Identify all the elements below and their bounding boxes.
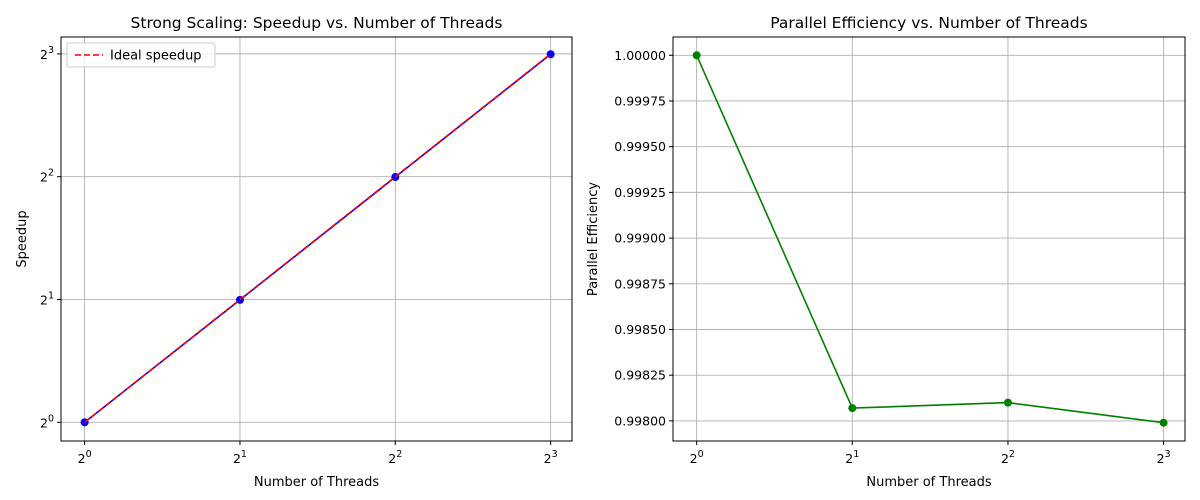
x-tick-base: 2: [690, 451, 698, 466]
series-1-line: [695, 54, 1164, 424]
series-1-point: [1159, 418, 1168, 427]
y-tick-base: 2: [40, 170, 48, 185]
x-tick-exponent: 2: [396, 449, 402, 460]
chart-title: Parallel Efficiency vs. Number of Thread…: [770, 14, 1087, 32]
x-tick-base: 2: [233, 451, 241, 466]
x-tick-base: 2: [388, 451, 396, 466]
x-tick-exponent: 3: [1165, 449, 1171, 460]
x-tick-base: 2: [845, 451, 853, 466]
x-tick-exponent: 2: [1009, 449, 1015, 460]
x-tick-exponent: 0: [86, 449, 92, 460]
x-tick-label: 22: [388, 449, 402, 466]
x-tick-label: 23: [1157, 449, 1171, 466]
x-tick-exponent: 0: [698, 449, 704, 460]
x-tick-exponent: 1: [853, 449, 859, 460]
y-tick-label: 20: [40, 413, 54, 430]
y-tick-label: 0.99850: [614, 322, 666, 337]
x-tick-label: 23: [544, 449, 558, 466]
series-1-point: [692, 51, 701, 60]
y-tick-exponent: 3: [48, 45, 54, 56]
x-tick-exponent: 1: [241, 449, 247, 460]
y-tick-base: 2: [40, 293, 48, 308]
x-tick-base: 2: [1157, 451, 1165, 466]
x-tick-base: 2: [1001, 451, 1009, 466]
legend-label: Ideal speedup: [110, 49, 202, 64]
y-tick-exponent: 0: [48, 413, 54, 424]
series-1-point: [848, 404, 857, 413]
series-1-point: [1003, 398, 1012, 407]
plot-frame: [60, 36, 573, 442]
y-tick-label: 0.99825: [614, 368, 666, 383]
y-tick-label: 0.99975: [614, 93, 666, 108]
y-tick-label: 1.00000: [614, 48, 666, 63]
y-tick-exponent: 2: [48, 168, 54, 179]
series-1-line: [84, 53, 552, 423]
x-tick-base: 2: [544, 451, 552, 466]
x-tick-label: 21: [233, 449, 247, 466]
chart-title: Strong Scaling: Speedup vs. Number of Th…: [131, 14, 503, 32]
y-tick-label: 22: [40, 168, 54, 185]
y-tick-label: 0.99925: [614, 185, 666, 200]
y-tick-label: 0.99900: [614, 231, 666, 246]
x-tick-label: 21: [845, 449, 859, 466]
series-2-line: [84, 53, 552, 423]
y-tick-label: 0.99800: [614, 413, 666, 428]
y-tick-exponent: 1: [48, 291, 54, 302]
plot-frame: [672, 36, 1186, 442]
x-tick-label: 20: [78, 449, 92, 466]
x-axis-label: Number of Threads: [866, 475, 991, 490]
chart-panel-2: 20 21 22 231.000000.999750.999500.999250.99…: [586, 14, 1186, 490]
y-tick-base: 2: [40, 415, 48, 430]
x-tick-exponent: 3: [552, 449, 558, 460]
y-axis-label: Parallel Efficiency: [586, 182, 601, 296]
y-tick-base: 2: [40, 47, 48, 62]
y-tick-label: 0.99950: [614, 139, 666, 154]
y-axis-label: Speedup: [15, 210, 30, 267]
x-axis-label: Number of Threads: [254, 475, 379, 490]
y-tick-label: 0.99875: [614, 276, 666, 291]
y-tick-label: 23: [40, 45, 54, 62]
x-tick-base: 2: [78, 451, 86, 466]
x-tick-label: 22: [1001, 449, 1015, 466]
x-tick-label: 20: [690, 449, 704, 466]
legend: Ideal speedup: [66, 42, 216, 68]
series-1-point: [546, 50, 555, 59]
y-tick-label: 21: [40, 291, 54, 308]
legend-box: [66, 42, 216, 68]
